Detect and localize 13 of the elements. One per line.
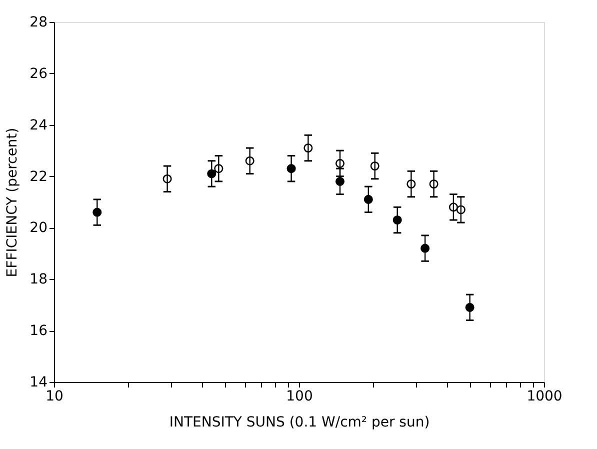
y-tick-label: 28: [30, 14, 48, 30]
x-tick-label: 1000: [526, 388, 562, 404]
y-tick-label: 16: [30, 323, 48, 340]
y-tick-label: 24: [30, 117, 48, 134]
y-tick-label: 20: [30, 220, 48, 236]
y-tick-label: 26: [30, 66, 48, 82]
x-tick-label: 100: [286, 388, 313, 404]
y-tick-label: 22: [30, 168, 48, 185]
y-axis-title: EFFICIENCY (percent): [4, 128, 21, 278]
x-axis-title: INTENSITY SUNS (0.1 W/cm² per sun): [169, 414, 430, 430]
y-tick-label: 18: [30, 272, 48, 288]
y-tick-label: 14: [30, 374, 48, 390]
x-tick-label: 10: [46, 388, 64, 404]
